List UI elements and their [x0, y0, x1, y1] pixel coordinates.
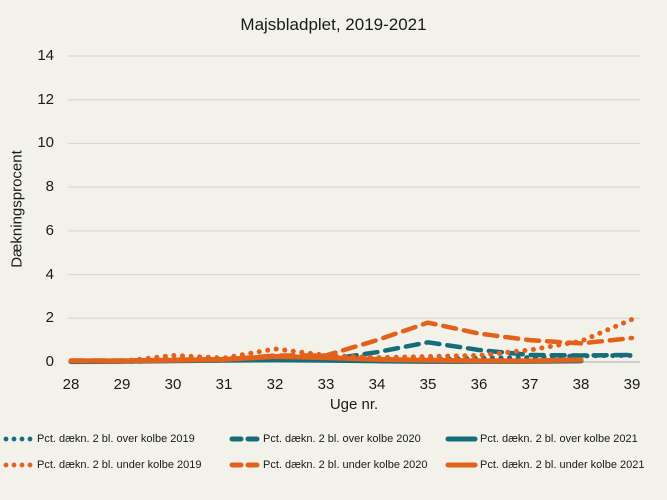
legend-dashed-marker-icon — [229, 462, 260, 468]
plot-area — [68, 55, 640, 365]
x-tick-label: 39 — [623, 376, 641, 393]
y-tick-label: 12 — [37, 90, 54, 108]
legend-label: Pct. dækn. 2 bl. under kolbe 2019 — [37, 459, 202, 471]
y-axis-title: Dækningsprocent — [8, 150, 26, 268]
legend-item: Pct. dækn. 2 bl. over kolbe 2019 — [2, 433, 195, 445]
legend-item: Pct. dækn. 2 bl. under kolbe 2021 — [445, 459, 645, 471]
y-tick-label: 6 — [45, 221, 54, 239]
y-tick-label: 2 — [45, 309, 54, 327]
legend-item: Pct. dækn. 2 bl. under kolbe 2020 — [228, 459, 428, 471]
legend-solid-marker-icon — [445, 462, 478, 468]
y-tick-label: 10 — [37, 134, 54, 152]
x-tick-label: 33 — [317, 376, 335, 393]
y-tick-label: 14 — [37, 47, 54, 64]
legend-item: Pct. dækn. 2 bl. over kolbe 2021 — [445, 433, 638, 445]
series-line-5 — [68, 354, 584, 364]
x-tick-label: 32 — [266, 376, 284, 393]
x-tick-label: 35 — [419, 376, 437, 393]
x-tick-label: 29 — [113, 376, 131, 393]
y-tick-label: 4 — [45, 265, 54, 283]
legend-dotted-marker-icon — [3, 462, 33, 468]
x-tick-label: 30 — [164, 376, 182, 393]
chart-title: Majsbladplet, 2019-2021 — [240, 15, 427, 34]
legend-label: Pct. dækn. 2 bl. over kolbe 2019 — [37, 433, 195, 445]
x-tick-label: 34 — [368, 376, 386, 393]
x-tick-label: 28 — [62, 376, 80, 393]
legend-label: Pct. dækn. 2 bl. over kolbe 2021 — [480, 433, 638, 445]
legend-item: Pct. dækn. 2 bl. over kolbe 2020 — [228, 433, 421, 445]
legend-dotted-marker-icon — [3, 436, 33, 442]
legend-solid-marker-icon — [445, 436, 478, 442]
x-tick-label: 38 — [572, 376, 590, 393]
y-tick-label: 8 — [45, 178, 54, 196]
legend-label: Pct. dækn. 2 bl. under kolbe 2020 — [263, 459, 428, 471]
legend-item: Pct. dækn. 2 bl. under kolbe 2019 — [2, 459, 202, 471]
legend-label: Pct. dækn. 2 bl. over kolbe 2020 — [263, 433, 421, 445]
legend-label: Pct. dækn. 2 bl. under kolbe 2021 — [480, 459, 645, 471]
x-axis-title: Uge nr. — [329, 396, 379, 413]
x-tick-label: 36 — [470, 376, 488, 393]
x-tick-label: 37 — [521, 376, 539, 393]
x-tick-label: 31 — [215, 376, 233, 393]
y-tick-label: 0 — [45, 353, 54, 370]
legend-dashed-marker-icon — [229, 436, 260, 442]
